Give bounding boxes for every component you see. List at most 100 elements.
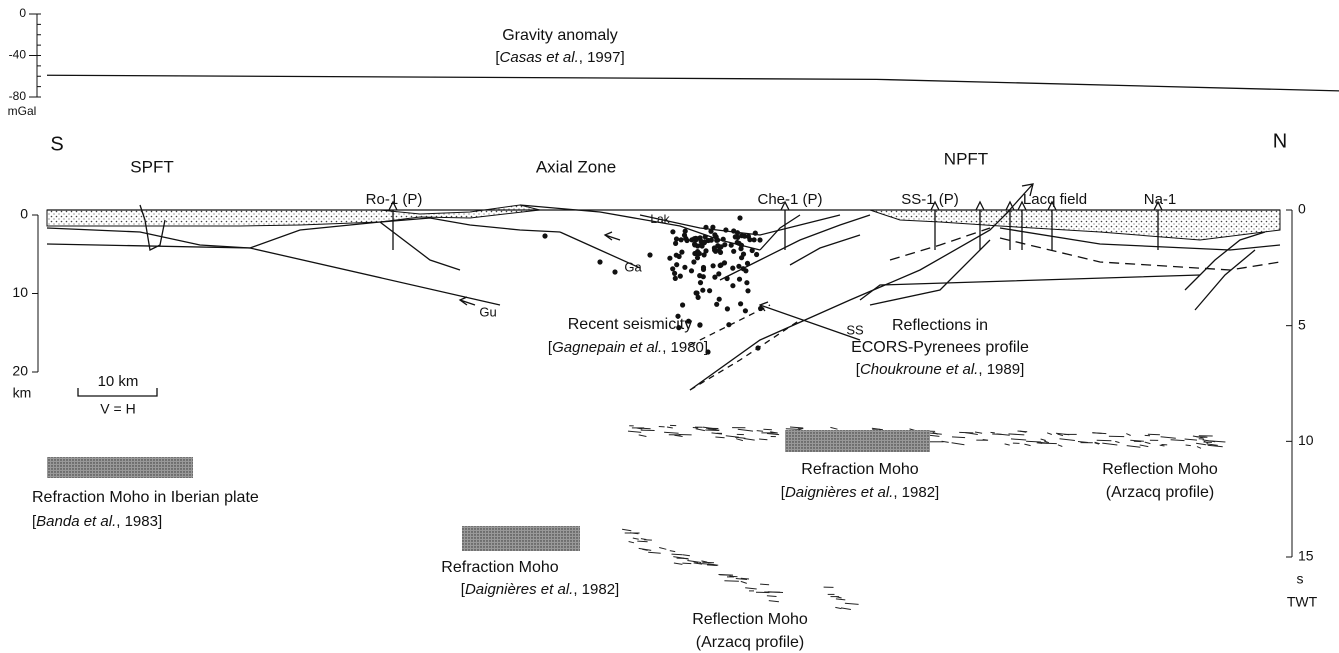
earthquake xyxy=(741,252,746,257)
y-tick-label: 0 xyxy=(20,206,28,222)
earthquake xyxy=(701,267,706,272)
reflection xyxy=(701,561,707,562)
earthquake xyxy=(647,252,652,257)
earthquake xyxy=(714,238,719,243)
reflection xyxy=(633,538,639,539)
earthquake xyxy=(707,288,712,293)
earthquake xyxy=(680,302,685,307)
section-label: Lak xyxy=(650,212,670,226)
citation-year: , 1982] xyxy=(893,484,939,501)
reflection xyxy=(628,431,641,432)
reflection xyxy=(759,439,767,440)
section-label: Na-1 xyxy=(1144,191,1177,208)
earthquake xyxy=(702,252,707,257)
contact-line xyxy=(870,240,990,305)
section-label: Ga xyxy=(624,259,642,274)
reflection xyxy=(745,588,757,589)
earthquake xyxy=(683,236,688,241)
earthquake xyxy=(753,231,758,236)
reflection xyxy=(683,555,690,556)
earthquake xyxy=(717,297,722,302)
reflection xyxy=(1078,442,1088,443)
contact-line xyxy=(1185,232,1265,290)
earthquake xyxy=(670,266,675,271)
earthquake xyxy=(731,249,736,254)
earthquake xyxy=(745,261,750,266)
earthquake xyxy=(717,248,722,253)
reflection xyxy=(1171,440,1185,441)
reflection xyxy=(1037,443,1042,444)
reflection xyxy=(790,427,803,428)
earthquake xyxy=(703,234,708,239)
reflection xyxy=(1208,445,1223,446)
reflection xyxy=(1197,447,1201,449)
figure: 0-40-80mGalGravity anomaly[Casas et al.,… xyxy=(0,0,1339,653)
scale-label: V = H xyxy=(100,401,135,417)
reflection xyxy=(767,434,779,435)
reflection xyxy=(622,529,631,531)
earthquake xyxy=(709,238,714,243)
axis-unit: km xyxy=(13,385,32,401)
earthquake xyxy=(674,236,679,241)
reflection xyxy=(1160,445,1165,446)
earthquake xyxy=(703,225,708,230)
label: Refraction Moho xyxy=(801,461,918,478)
earthquake xyxy=(694,290,699,295)
citation: [Banda et al., 1983] xyxy=(32,513,162,530)
earthquake xyxy=(721,237,726,242)
earthquake xyxy=(712,232,717,237)
earthquake xyxy=(597,259,602,264)
reflection xyxy=(1102,443,1117,445)
reflection xyxy=(830,427,837,429)
earthquake xyxy=(708,229,713,234)
earthquake xyxy=(733,234,738,239)
earthquake xyxy=(731,228,736,233)
earthquake xyxy=(689,268,694,273)
reflection xyxy=(763,429,772,430)
well xyxy=(931,202,939,250)
reflection xyxy=(1024,444,1030,446)
reflection xyxy=(975,432,982,433)
earthquake xyxy=(755,345,760,350)
citation: [Daignières et al., 1982] xyxy=(461,581,619,598)
axis-unit: mGal xyxy=(8,104,37,118)
section-label: Che-1 (P) xyxy=(757,191,822,208)
earthquake xyxy=(725,276,730,281)
reflection xyxy=(741,581,747,583)
reflection xyxy=(1041,439,1046,441)
label: (Arzacq profile) xyxy=(696,634,804,651)
reflection xyxy=(1126,434,1130,436)
moho-box xyxy=(785,430,930,452)
earthquake xyxy=(702,240,707,245)
earthquake xyxy=(726,322,731,327)
section-label: Ro-1 (P) xyxy=(366,191,423,208)
label: Refraction Moho in Iberian plate xyxy=(32,489,259,506)
earthquake xyxy=(738,301,743,306)
reflection xyxy=(786,429,800,430)
reflection xyxy=(724,581,739,582)
earthquake xyxy=(683,229,688,234)
reflection xyxy=(1127,446,1141,448)
reflection xyxy=(693,428,698,429)
earthquake xyxy=(757,237,762,242)
moho-box xyxy=(462,526,580,551)
section-label: Axial Zone xyxy=(536,157,616,176)
earthquake xyxy=(736,264,741,269)
label: Reflection Moho xyxy=(692,611,808,628)
reflection xyxy=(1185,439,1197,440)
earthquake xyxy=(695,255,700,260)
reflection xyxy=(1130,440,1144,441)
earthquake xyxy=(747,237,752,242)
reflection xyxy=(705,430,719,431)
earthquake xyxy=(737,277,742,282)
axis-unit: s xyxy=(1297,571,1304,587)
scale-label: 10 km xyxy=(98,373,139,390)
reflection xyxy=(1140,445,1149,447)
reflection xyxy=(1145,442,1151,444)
reflection xyxy=(639,435,647,437)
reflection xyxy=(674,435,682,436)
earthquake xyxy=(667,256,672,261)
reflection xyxy=(1115,441,1119,442)
label: Reflections in xyxy=(892,317,988,334)
reflection xyxy=(841,608,851,610)
